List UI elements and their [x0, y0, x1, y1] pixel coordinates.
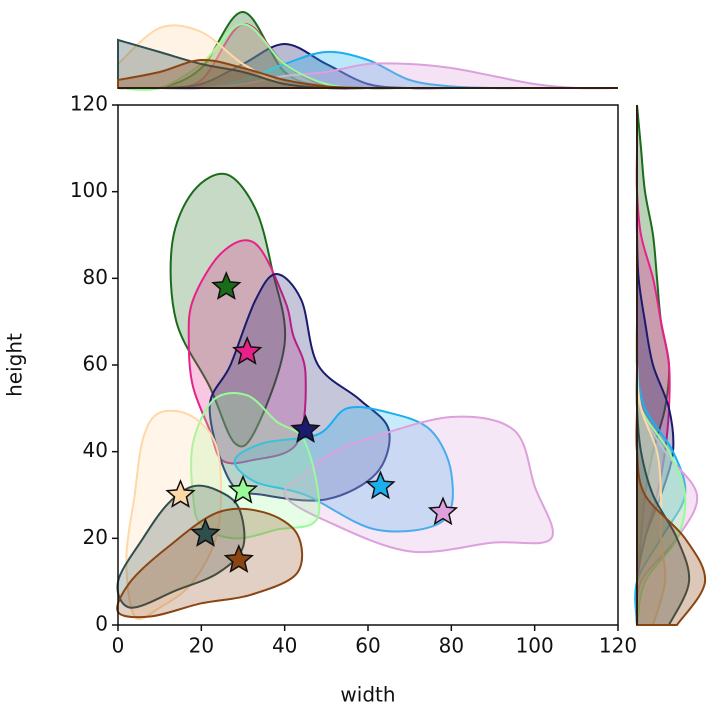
centroid-star	[190, 518, 221, 547]
centroid-star	[223, 544, 254, 573]
y-tick-label: 80	[83, 265, 108, 289]
centroid-star	[211, 271, 242, 300]
y-axis-label: height	[3, 333, 27, 397]
x-tick-label: 100	[516, 634, 554, 658]
x-tick-label: 40	[272, 634, 297, 658]
y-tick-label: 60	[83, 352, 108, 376]
density-contour	[208, 272, 391, 502]
x-axis-label: width	[340, 683, 395, 707]
density-contour	[116, 484, 246, 609]
centroid-star	[232, 336, 263, 365]
centroid-star	[290, 414, 321, 443]
y-tick-label: 0	[95, 612, 108, 636]
centroid-star	[227, 474, 259, 504]
y-tick-label: 120	[70, 92, 108, 116]
centroid-star	[365, 470, 396, 500]
y-tick-label: 100	[70, 178, 108, 202]
x-tick-label: 60	[355, 634, 380, 658]
x-tick-label: 80	[439, 634, 464, 658]
density-contour	[169, 172, 287, 448]
density-contour	[116, 507, 304, 619]
centroid-star	[165, 479, 196, 508]
y-tick-label: 40	[83, 438, 108, 462]
density-contour	[190, 392, 321, 540]
density-contour	[233, 405, 454, 533]
centroid-star	[427, 496, 459, 526]
x-tick-label: 120	[599, 634, 637, 658]
x-tick-label: 0	[112, 634, 125, 658]
density-contour	[125, 409, 223, 621]
y-tick-label: 20	[83, 525, 108, 549]
density-contour	[283, 415, 554, 554]
x-tick-label: 20	[189, 634, 214, 658]
